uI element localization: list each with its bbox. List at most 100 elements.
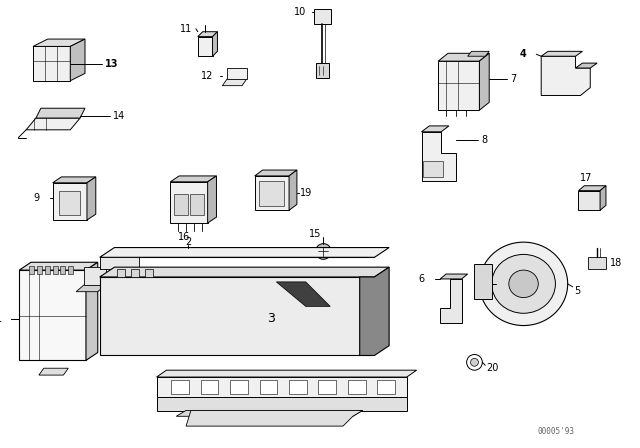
Polygon shape [422, 126, 449, 132]
Polygon shape [579, 191, 600, 210]
Text: 5: 5 [575, 286, 581, 296]
Polygon shape [33, 47, 70, 81]
Polygon shape [157, 370, 417, 377]
Polygon shape [37, 266, 42, 274]
Polygon shape [474, 264, 492, 298]
Polygon shape [157, 377, 407, 396]
Polygon shape [260, 380, 277, 394]
Polygon shape [319, 380, 336, 394]
Polygon shape [541, 56, 590, 95]
Polygon shape [87, 177, 96, 220]
Polygon shape [58, 191, 80, 215]
Polygon shape [255, 170, 297, 176]
Text: 13: 13 [104, 59, 118, 69]
Text: 3: 3 [268, 312, 275, 325]
Ellipse shape [492, 254, 556, 313]
Circle shape [287, 196, 292, 201]
Ellipse shape [479, 242, 568, 326]
Polygon shape [314, 9, 332, 24]
Polygon shape [201, 380, 218, 394]
Text: 00005'93: 00005'93 [538, 427, 575, 436]
Polygon shape [52, 177, 96, 183]
Polygon shape [117, 269, 125, 277]
Polygon shape [479, 53, 489, 110]
Polygon shape [348, 380, 365, 394]
Polygon shape [438, 53, 489, 61]
Polygon shape [172, 380, 189, 394]
Polygon shape [541, 52, 582, 56]
Circle shape [467, 354, 483, 370]
Circle shape [319, 248, 327, 255]
Polygon shape [39, 368, 68, 375]
Text: 6: 6 [419, 274, 425, 284]
Text: 14: 14 [113, 111, 125, 121]
Text: 9: 9 [33, 194, 39, 203]
Polygon shape [227, 68, 247, 79]
Polygon shape [100, 257, 139, 269]
Text: 8: 8 [481, 135, 488, 145]
Polygon shape [276, 282, 330, 306]
Text: 12: 12 [201, 71, 213, 81]
Polygon shape [316, 63, 330, 78]
Polygon shape [438, 61, 479, 110]
Polygon shape [84, 267, 106, 285]
Polygon shape [174, 194, 188, 215]
Polygon shape [259, 181, 284, 207]
Polygon shape [222, 79, 247, 86]
Polygon shape [131, 269, 139, 277]
Polygon shape [109, 269, 115, 274]
Polygon shape [86, 262, 98, 360]
Polygon shape [145, 269, 153, 277]
Polygon shape [600, 186, 606, 210]
Text: 15: 15 [309, 229, 322, 239]
Polygon shape [157, 396, 407, 411]
Polygon shape [26, 118, 80, 130]
Polygon shape [440, 274, 468, 279]
Polygon shape [100, 267, 389, 277]
Polygon shape [190, 194, 204, 215]
Polygon shape [100, 277, 374, 355]
Text: 11: 11 [180, 24, 193, 34]
Polygon shape [255, 176, 289, 210]
Polygon shape [230, 380, 248, 394]
Text: 1: 1 [0, 314, 2, 324]
Polygon shape [289, 380, 307, 394]
Text: 18: 18 [610, 258, 622, 268]
Polygon shape [198, 32, 218, 37]
Polygon shape [29, 266, 34, 274]
Polygon shape [122, 269, 127, 274]
Text: 16: 16 [178, 232, 190, 242]
Polygon shape [289, 170, 297, 210]
Polygon shape [212, 32, 218, 56]
Polygon shape [68, 266, 73, 274]
Ellipse shape [509, 270, 538, 297]
Polygon shape [52, 183, 87, 220]
Circle shape [443, 310, 453, 320]
Polygon shape [36, 108, 85, 118]
Polygon shape [422, 132, 456, 181]
Text: 7: 7 [510, 74, 516, 84]
Polygon shape [186, 410, 363, 426]
Polygon shape [579, 186, 606, 191]
Polygon shape [45, 266, 50, 274]
Text: 20: 20 [486, 363, 499, 373]
Polygon shape [70, 39, 85, 81]
Circle shape [287, 186, 292, 191]
Polygon shape [60, 266, 65, 274]
Polygon shape [360, 267, 389, 355]
Polygon shape [588, 257, 606, 269]
Polygon shape [176, 410, 363, 416]
Text: 4: 4 [520, 49, 526, 59]
Circle shape [200, 213, 207, 221]
Polygon shape [207, 176, 216, 223]
Text: 2: 2 [185, 237, 191, 247]
Polygon shape [52, 266, 58, 274]
Text: 19: 19 [300, 188, 312, 198]
Polygon shape [170, 182, 207, 223]
Polygon shape [468, 52, 489, 56]
Polygon shape [424, 161, 443, 177]
Text: 10: 10 [294, 7, 306, 17]
Polygon shape [100, 248, 389, 257]
Polygon shape [131, 269, 137, 274]
Circle shape [316, 244, 332, 259]
